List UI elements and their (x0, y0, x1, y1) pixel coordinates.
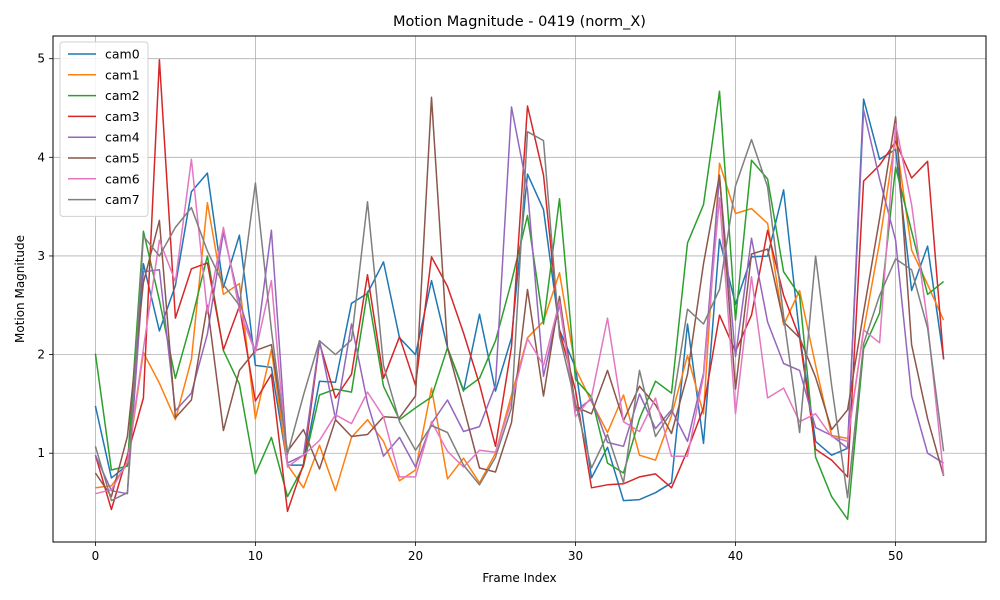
series-line-cam5 (94, 96, 945, 498)
legend-label-cam7: cam7 (105, 192, 140, 207)
y-tick-label: 5 (37, 52, 45, 66)
legend-label-cam3: cam3 (105, 109, 140, 124)
series-line-cam6 (95, 123, 945, 495)
legend-label-cam6: cam6 (105, 171, 140, 186)
y-tick-label: 1 (37, 446, 45, 460)
y-tick-label: 4 (37, 150, 45, 164)
x-axis-ticks: 0 10 20 30 40 50 (92, 542, 903, 563)
x-tick-label: 20 (408, 549, 423, 563)
x-tick-label: 30 (568, 549, 583, 563)
x-tick-label: 10 (248, 549, 263, 563)
series-line-cam4 (94, 106, 944, 495)
y-tick-label: 2 (37, 348, 45, 362)
plot-area-frame (52, 35, 987, 543)
grid-lines (53, 36, 986, 542)
series-line-cam2 (94, 90, 945, 521)
series-line-cam0 (94, 98, 945, 502)
series-lines (94, 58, 945, 521)
series-line-cam1 (95, 135, 945, 492)
legend-label-cam1: cam1 (105, 67, 140, 82)
legend-label-cam5: cam5 (105, 151, 140, 166)
x-tick-label: 40 (728, 549, 743, 563)
y-tick-label: 3 (37, 249, 45, 263)
legend-label-cam4: cam4 (105, 130, 140, 145)
y-axis-label: Motion Magnitude (13, 235, 27, 343)
legend: cam0 cam1 cam2 cam3 cam4 cam5 cam6 cam7 (59, 41, 149, 217)
legend-box (59, 41, 149, 217)
x-tick-label: 50 (888, 549, 903, 563)
x-axis-label: Frame Index (482, 571, 556, 585)
legend-label-cam2: cam2 (105, 88, 140, 103)
y-axis-ticks: 1 2 3 4 5 (37, 52, 53, 460)
legend-label-cam0: cam0 (105, 47, 140, 62)
x-tick-label: 0 (92, 549, 100, 563)
series-line-cam3 (94, 58, 945, 513)
chart-title: Motion Magnitude - 0419 (norm_X) (393, 14, 646, 30)
series-line-cam7 (94, 130, 945, 502)
